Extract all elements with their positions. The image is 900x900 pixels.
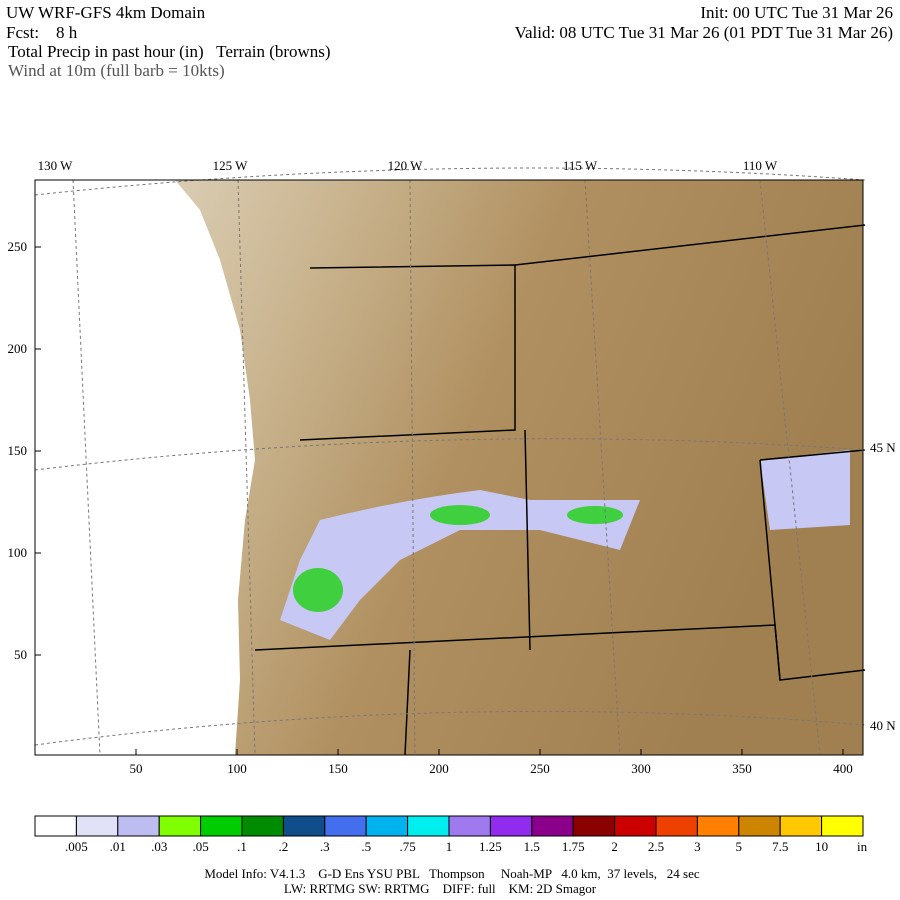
colorbar-label: .005 [65,839,88,854]
colorbar-swatch [34,815,77,837]
lat-lon-lines [34,167,866,756]
colorbar-label: .1 [237,839,247,854]
colorbar-label: 7.5 [772,839,788,854]
x-tick-label: 150 [328,761,348,776]
field: Total Precip in past hour (in) Terrain (… [8,42,331,61]
model-info: LW: RRTMG SW: RRTMG DIFF: full KM: 2D Sm… [284,881,597,896]
x-tick-label: 250 [530,761,550,776]
colorbar-label: 1.25 [479,839,502,854]
y-tick-label: 100 [8,545,28,560]
colorbar-label: .75 [399,839,415,854]
colorbar-label: 1.5 [524,839,540,854]
colorbar-swatch [282,815,326,837]
colorbar-swatch [448,815,491,837]
map [34,167,866,756]
lon-label: 125 W [213,158,249,173]
precip [280,490,640,640]
colorbar-swatch [489,815,533,837]
lon-label: 115 W [563,158,598,173]
colorbar-label: .2 [279,839,289,854]
colorbar-swatch [407,815,450,837]
precip [760,450,850,530]
x-tick-label: 50 [130,761,143,776]
lat-label: 40 N [870,718,896,733]
lat-label: 45 N [870,440,896,455]
colorbar-swatch [75,815,119,837]
colorbar-label: .05 [192,839,208,854]
colorbar-label: .5 [361,839,371,854]
fcst: Fcst: 8 h [6,23,78,42]
colorbar-swatch [200,815,243,837]
lon-label: 120 W [388,158,424,173]
colorbar-swatch [241,815,284,837]
colorbar-label: 1.75 [562,839,585,854]
colorbar-label: .03 [151,839,167,854]
y-tick-label: 200 [8,341,28,356]
colorbar-swatch [738,815,781,837]
init: Init: 00 UTC Tue 31 Mar 26 [700,3,893,22]
colorbar-label: .3 [320,839,330,854]
borders [254,224,866,756]
x-tick-label: 400 [833,761,853,776]
y-tick-label: 50 [14,647,27,662]
precip [430,505,490,525]
x-tick-label: 100 [227,761,247,776]
colorbar-swatch [117,815,160,837]
precip [567,506,623,524]
colorbar-label: 3 [694,839,701,854]
colorbar-swatch [531,815,574,837]
colorbar-label: 2.5 [648,839,664,854]
x-tick-label: 300 [631,761,651,776]
colorbar-label: 1 [446,839,453,854]
colorbar-units: in [857,839,868,854]
colorbar-label: .01 [110,839,126,854]
colorbar-swatch [821,815,864,837]
colorbar-swatch [614,815,657,837]
lon-label: 110 W [743,158,778,173]
colorbar-swatch [696,815,740,837]
title: UW WRF-GFS 4km Domain [6,3,206,22]
map-frame [34,179,864,756]
colorbar-label: 5 [736,839,743,854]
precip [293,568,343,612]
colorbar-label: 10 [815,839,828,854]
model-info: Model Info: V4.1.3 G-D Ens YSU PBL Thomp… [204,866,700,881]
colorbar-swatch [655,815,698,837]
ocean [35,180,255,755]
x-tick-label: 350 [732,761,752,776]
colorbar-swatch [158,815,202,837]
y-tick-label: 250 [8,239,28,254]
wind-label: Wind at 10m (full barb = 10kts) [8,61,225,80]
colorbar-label: 2 [611,839,618,854]
y-tick-label: 150 [8,443,28,458]
x-tick-label: 200 [429,761,449,776]
colorbar-swatch [365,815,409,837]
colorbar-swatch [779,815,823,837]
colorbar-swatch [324,815,367,837]
valid: Valid: 08 UTC Tue 31 Mar 26 (01 PDT Tue … [515,23,893,42]
colorbar-swatch [572,815,616,837]
lon-label: 130 W [38,158,74,173]
